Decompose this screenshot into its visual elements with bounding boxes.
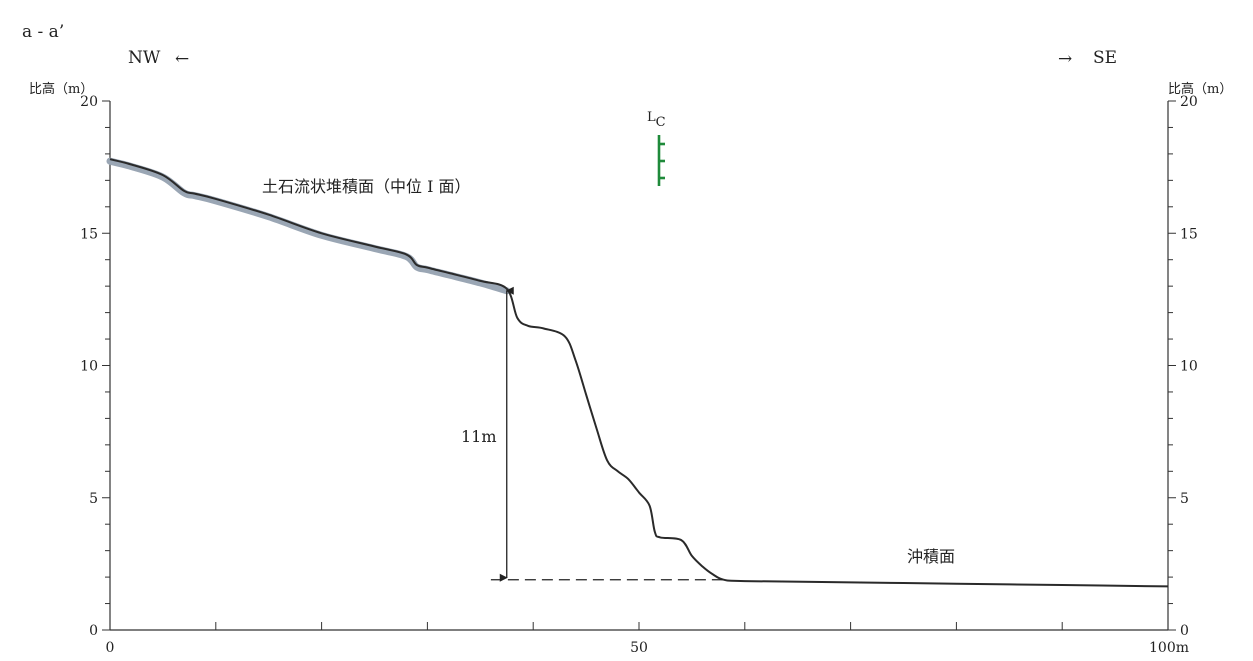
x-tick-label: 0 — [106, 640, 115, 656]
y-tick-label-left: 20 — [80, 94, 98, 110]
y-tick-label-right: 10 — [1180, 359, 1198, 375]
y-tick-label-left: 10 — [80, 359, 98, 375]
direction-left-label: NW — [128, 48, 161, 68]
scarp-symbol-label: LC — [647, 110, 666, 130]
y-tick-label-left: 0 — [89, 623, 98, 639]
ground-profile-line — [109, 158, 1169, 588]
axis-ticks — [102, 100, 1176, 631]
y-tick-label-right: 0 — [1180, 623, 1189, 639]
y-tick-label-right: 5 — [1180, 491, 1189, 507]
left-arrow-icon: ← — [175, 49, 189, 69]
scarp-marker-icon: LC — [647, 110, 666, 186]
y-tick-label-left: 5 — [89, 491, 98, 507]
upper-surface-label: 土石流状堆積面（中位 I 面） — [262, 177, 471, 196]
y-tick-label-left: 15 — [80, 226, 98, 242]
y-tick-label-right: 15 — [1180, 226, 1198, 242]
lower-surface-label: 沖積面 — [907, 547, 955, 566]
x-tick-label: 50 — [630, 640, 648, 656]
height-difference-label: 11m — [461, 427, 497, 446]
y-tick-label-right: 20 — [1180, 94, 1198, 110]
x-tick-label: 100m — [1149, 640, 1189, 656]
y-axis-unit-right: 比高（m） — [1168, 81, 1232, 97]
section-label: a - a’ — [22, 22, 64, 42]
upper-surface-band — [106, 157, 511, 295]
y-axis-unit-left: 比高（m） — [29, 81, 93, 97]
direction-right-label: SE — [1093, 48, 1117, 68]
right-arrow-icon: → — [1058, 49, 1072, 69]
